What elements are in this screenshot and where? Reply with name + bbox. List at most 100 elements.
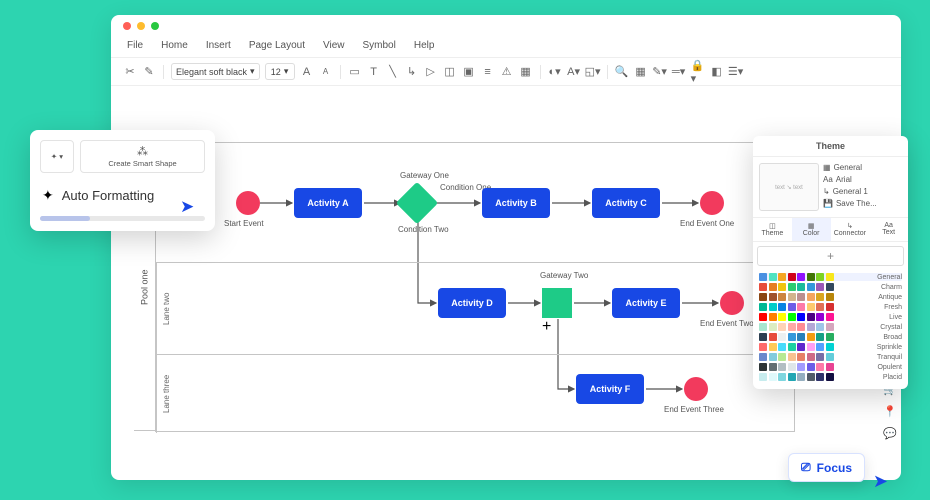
palette-broad[interactable]: Broad	[759, 333, 902, 341]
menu-insert[interactable]: Insert	[206, 40, 231, 51]
lane2-label: Lane two	[156, 263, 176, 354]
textcolor-icon[interactable]: A▾	[567, 65, 581, 79]
theme-opt-arial[interactable]: AaArial	[823, 175, 902, 184]
palette-live[interactable]: Live	[759, 313, 902, 321]
palette-opulent[interactable]: Opulent	[759, 363, 902, 371]
theme-panel: Theme text ↘ text ▦General AaArial ↳Gene…	[753, 136, 908, 389]
gateway-2[interactable]: +	[542, 288, 572, 336]
focus-cursor-icon: ➤	[873, 471, 888, 492]
palette-fresh[interactable]: Fresh	[759, 303, 902, 311]
auto-formatting-title: Auto Formatting	[62, 188, 155, 203]
palette-list: General Charm Antique Fresh Live Crystal Broad…	[753, 270, 908, 389]
pen-icon[interactable]: ✎▾	[653, 65, 667, 79]
menubar: File Home Insert Page Layout View Symbol…	[111, 37, 901, 58]
lane-1: Start Event Activity A Gateway One Condi…	[156, 143, 794, 263]
cut-icon[interactable]: ✂	[123, 65, 137, 79]
activity-a[interactable]: Activity A	[294, 188, 362, 218]
theme-tabs: ◫Theme ▦Color ↳Connector AaText	[753, 217, 908, 242]
start-event[interactable]	[236, 191, 260, 215]
grid-icon[interactable]: ▦	[519, 65, 533, 79]
activity-d[interactable]: Activity D	[438, 288, 506, 318]
fontsize-select[interactable]: 12▾	[265, 63, 295, 80]
menu-view[interactable]: View	[323, 40, 345, 51]
tab-theme[interactable]: ◫Theme	[753, 218, 792, 241]
palette-crystal[interactable]: Crystal	[759, 323, 902, 331]
focus-label: Focus	[817, 461, 852, 475]
lane-3: Lane three Activity F End Event Three	[156, 355, 794, 433]
end-event-1[interactable]	[700, 191, 724, 215]
palette-sprinkle[interactable]: Sprinkle	[759, 343, 902, 351]
fontsize-up-icon[interactable]: A	[300, 65, 314, 79]
crop-icon[interactable]: ◱▾	[586, 65, 600, 79]
create-smart-shape-button[interactable]: ⁂ Create Smart Shape	[80, 140, 205, 173]
text-icon[interactable]: T	[367, 65, 381, 79]
end-event-2[interactable]	[720, 291, 744, 315]
menu-page-layout[interactable]: Page Layout	[249, 40, 305, 51]
warning-icon[interactable]: ⚠	[500, 65, 514, 79]
shape-rect-icon[interactable]: ▭	[348, 65, 362, 79]
menu-file[interactable]: File	[127, 40, 143, 51]
activity-b[interactable]: Activity B	[482, 188, 550, 218]
palette-antique[interactable]: Antique	[759, 293, 902, 301]
pointer-icon[interactable]: ▷	[424, 65, 438, 79]
gateway1-label: Gateway One	[400, 171, 440, 180]
search-icon[interactable]: 🔍	[615, 65, 629, 79]
align-icon[interactable]: ≡	[481, 65, 495, 79]
menu-help[interactable]: Help	[414, 40, 435, 51]
focus-button[interactable]: ⎚ Focus	[788, 453, 865, 482]
sparkle-icon: ✦	[42, 187, 54, 204]
stroke-icon[interactable]: ═▾	[672, 65, 686, 79]
window-max-dot[interactable]	[151, 22, 159, 30]
fill-icon[interactable]: ◐▾	[548, 65, 562, 79]
toolbar: ✂ ✎ Elegant soft black▾ 12▾ A A ▭ T ╲ ↳ …	[111, 58, 901, 86]
cond2-label: Condition Two	[398, 225, 442, 234]
window-min-dot[interactable]	[137, 22, 145, 30]
menu-home[interactable]: Home	[161, 40, 188, 51]
start-label: Start Event	[224, 219, 264, 228]
window-close-dot[interactable]	[123, 22, 131, 30]
end3-label: End Event Three	[664, 405, 724, 414]
auto-formatting-panel: ✦ ▾ ⁂ Create Smart Shape ✦ Auto Formatti…	[30, 130, 215, 231]
list-icon[interactable]: ☰▾	[729, 65, 743, 79]
activity-c[interactable]: Activity C	[592, 188, 660, 218]
activity-e[interactable]: Activity E	[612, 288, 680, 318]
titlebar	[111, 15, 901, 37]
pool: Pool one Start Event Activity A Gat	[155, 142, 795, 432]
palette-charm[interactable]: Charm	[759, 283, 902, 291]
theme-opt-general1[interactable]: ↳General 1	[823, 187, 902, 196]
menu-symbol[interactable]: Symbol	[363, 40, 396, 51]
palette-tranquil[interactable]: Tranquil	[759, 353, 902, 361]
theme-opt-save[interactable]: 💾Save The...	[823, 199, 902, 208]
brush-icon[interactable]: ✎	[142, 65, 156, 79]
end-event-3[interactable]	[684, 377, 708, 401]
theme-opt-general[interactable]: ▦General	[823, 163, 902, 172]
lane3-label: Lane three	[156, 355, 176, 433]
palette-placid[interactable]: Placid	[759, 373, 902, 381]
layers-icon[interactable]: ◫	[443, 65, 457, 79]
tab-color[interactable]: ▦Color	[792, 218, 831, 241]
lane-2: Lane two Activity D + Gateway Two Activi…	[156, 263, 794, 355]
gateway2-label: Gateway Two	[540, 271, 580, 280]
font-select[interactable]: Elegant soft black▾	[171, 63, 260, 80]
end2-label: End Event Two	[700, 319, 754, 328]
fontsize-down-icon[interactable]: A	[319, 65, 333, 79]
focus-icon: ⎚	[801, 460, 811, 475]
connector-icon[interactable]: ↳	[405, 65, 419, 79]
activity-f[interactable]: Activity F	[576, 374, 644, 404]
pin-icon[interactable]: 📍	[883, 404, 897, 418]
box-icon[interactable]: ▣	[462, 65, 476, 79]
preview-icon[interactable]: ▦	[634, 65, 648, 79]
tab-text[interactable]: AaText	[869, 218, 908, 241]
chat-icon[interactable]: 💬	[883, 426, 897, 440]
lock-icon[interactable]: 🔒▾	[691, 65, 705, 79]
add-palette-button[interactable]: +	[757, 246, 904, 266]
palette-general[interactable]: General	[759, 273, 902, 281]
cond1-label: Condition One	[440, 183, 484, 192]
tab-connector[interactable]: ↳Connector	[831, 218, 870, 241]
line-icon[interactable]: ╲	[386, 65, 400, 79]
theme-panel-header: Theme	[753, 136, 908, 157]
overlap-icon[interactable]: ◧	[710, 65, 724, 79]
end1-label: End Event One	[680, 219, 734, 228]
cursor-icon: ➤	[180, 197, 194, 217]
sparkle-button[interactable]: ✦ ▾	[40, 140, 74, 173]
